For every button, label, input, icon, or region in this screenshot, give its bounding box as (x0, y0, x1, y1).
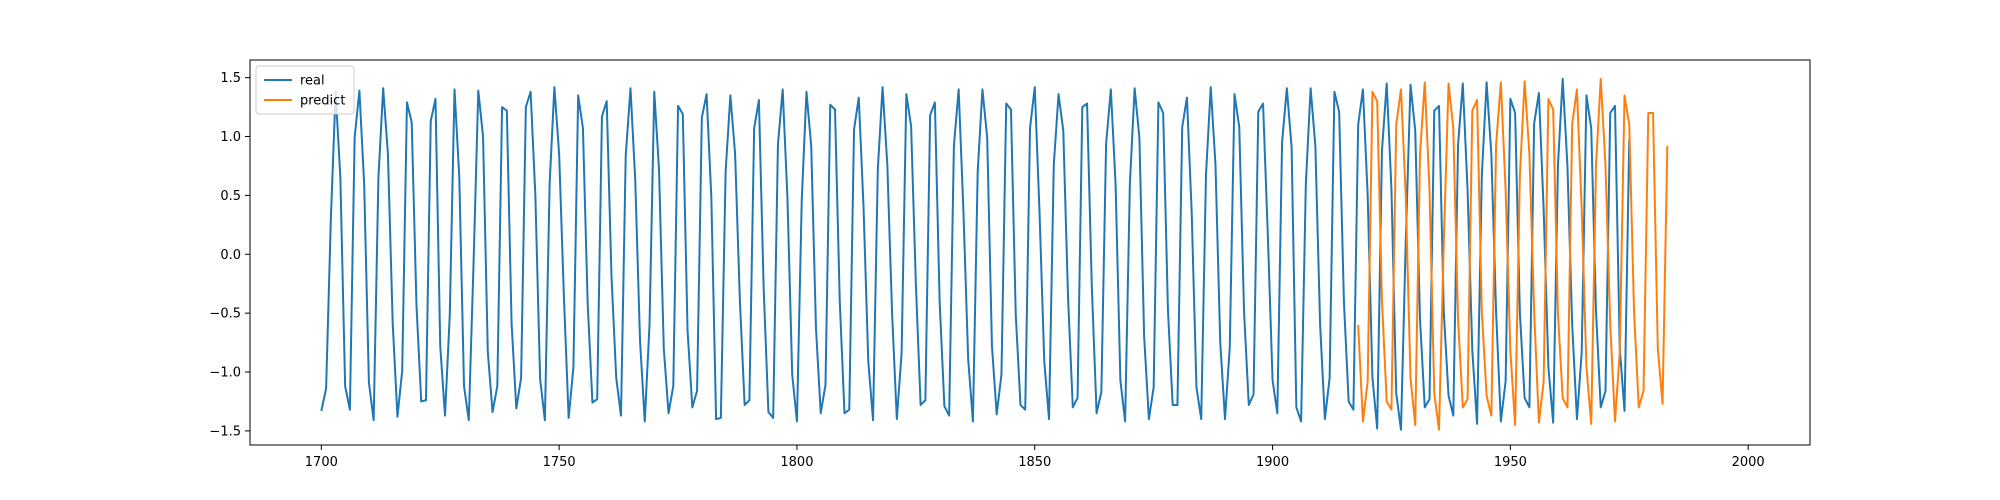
x-tick-label: 1850 (1018, 455, 1051, 470)
legend-box (255, 65, 355, 115)
y-tick-label: −0.5 (209, 307, 241, 322)
legend-label-predict: predict (300, 94, 345, 109)
series-line-real (320, 77, 1631, 431)
y-tick-label: −1.5 (209, 424, 241, 439)
y-tick-label: 0.5 (220, 189, 241, 204)
y-tick-label: −1.0 (209, 366, 241, 381)
series-line-predict (1357, 77, 1669, 431)
x-tick-label: 2000 (1732, 455, 1765, 470)
y-tick-label: 0.0 (220, 248, 241, 263)
x-tick-label: 1950 (1494, 455, 1527, 470)
axes-frame (249, 59, 1811, 446)
x-tick-label: 1750 (543, 455, 576, 470)
x-tick-label: 1900 (1256, 455, 1289, 470)
plot-area (320, 77, 1669, 431)
y-tick-label: 1.0 (220, 130, 241, 145)
y-tick-label: 1.5 (220, 71, 241, 86)
x-tick-label: 1700 (305, 455, 338, 470)
x-tick-label: 1800 (780, 455, 813, 470)
legend: real predict (255, 65, 355, 115)
legend-label-real: real (300, 74, 325, 89)
y-axis: 1.5 1.0 0.5 0.0 −0.5 −1.0 −1.5 (209, 71, 250, 439)
x-axis: 1700 1750 1800 1850 1900 1950 2000 (305, 445, 1765, 470)
